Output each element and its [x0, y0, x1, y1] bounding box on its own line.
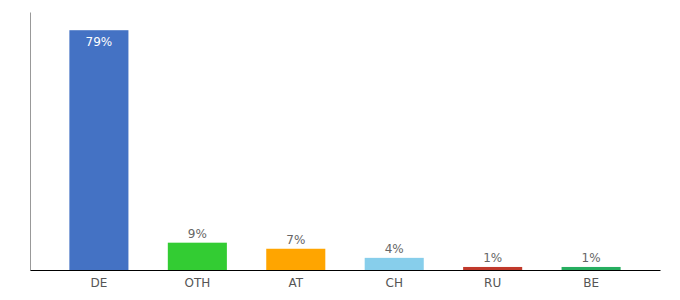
- x-tick-label: RU: [484, 276, 501, 290]
- x-tick: CH: [386, 276, 403, 290]
- chart-svg: DE OTH AT CH RU BE 79% 9% 7% 4% 1% 1%: [0, 0, 680, 300]
- data-label: 79%: [86, 35, 113, 49]
- plot: DE OTH AT CH RU BE 79% 9% 7% 4% 1% 1%: [31, 13, 661, 290]
- x-tick: DE: [90, 276, 107, 290]
- y-axis: [30, 13, 31, 271]
- x-tick-label: CH: [386, 276, 403, 290]
- x-tick-label: AT: [288, 276, 303, 290]
- data-labels: 79% 9% 7% 4% 1% 1%: [86, 35, 601, 265]
- bar: [562, 267, 621, 270]
- x-axis: DE OTH AT CH RU BE: [31, 271, 661, 290]
- bar: [365, 258, 424, 270]
- x-axis-line: [31, 270, 661, 271]
- bar: [168, 243, 227, 270]
- y-axis-line: [30, 13, 31, 271]
- bar: [69, 30, 128, 270]
- chart-container: DE OTH AT CH RU BE 79% 9% 7% 4% 1% 1%: [0, 0, 680, 300]
- bars: [69, 30, 620, 270]
- x-tick: AT: [288, 276, 303, 290]
- data-label: 1%: [483, 251, 502, 265]
- x-tick-label: BE: [583, 276, 599, 290]
- data-label: 4%: [385, 242, 404, 256]
- data-label: 9%: [188, 227, 207, 241]
- x-tick: RU: [484, 276, 501, 290]
- bar: [463, 267, 522, 270]
- data-label: 7%: [286, 233, 305, 247]
- x-tick: OTH: [184, 276, 210, 290]
- data-label: 1%: [582, 251, 601, 265]
- x-tick-label: DE: [90, 276, 107, 290]
- x-tick: BE: [583, 276, 599, 290]
- x-tick-label: OTH: [184, 276, 210, 290]
- bar: [266, 249, 325, 270]
